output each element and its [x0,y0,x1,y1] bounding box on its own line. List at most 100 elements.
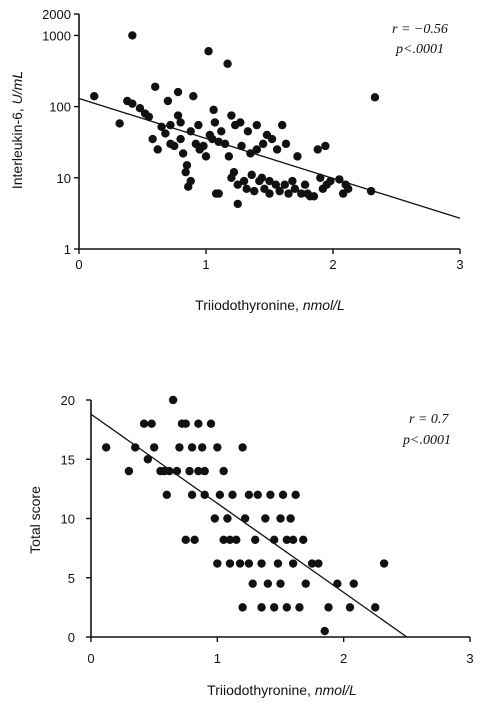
bottom-data-point [345,603,355,612]
top-data-point [189,92,198,101]
bottom-data-point [299,535,308,545]
top-data-point [265,176,274,186]
top-data-point [250,186,259,196]
top-data-point [243,127,253,136]
top-data-point [144,112,154,121]
top-data-point [128,31,137,40]
bottom-data-point [253,490,262,499]
top-data-point [272,145,282,154]
bottom-data-point [240,514,250,523]
top-data-point [161,129,170,138]
top-y-tick-label: 1 [64,242,71,257]
top-data-point [281,139,291,149]
top-p-annotation: p<.0001 [395,42,444,57]
bottom-y-tick-label: 5 [68,571,75,586]
bottom-data-point [288,535,298,545]
bottom-data-point [251,535,260,545]
top-data-point [237,141,246,151]
top-data-point [267,134,277,144]
bottom-data-point [187,490,197,499]
bottom-x-tick-label: 3 [466,651,473,666]
bottom-data-point [314,559,323,568]
bottom-data-point [149,443,159,452]
top-data-point [247,170,256,180]
top-x-tick-label: 1 [202,257,209,272]
bottom-data-point [278,490,288,499]
top-data-point [128,99,137,108]
bottom-data-point [238,443,247,452]
bottom-x-tick-label: 1 [214,651,221,666]
bottom-data-point [190,535,199,545]
top-data-point [204,47,213,56]
top-data-point [252,120,261,130]
top-data-point [233,199,242,209]
top-data-point [229,167,239,177]
bottom-data-point [228,490,237,499]
bottom-data-point [210,514,220,523]
top-data-point [115,119,124,128]
top-data-point [290,184,300,194]
bottom-data-point [288,559,298,568]
bottom-points [101,395,389,636]
bottom-data-point [200,466,209,476]
top-data-point [224,152,234,161]
bottom-y-tick-label: 15 [61,452,75,467]
top-data-point [151,82,160,91]
top-data-point [297,189,306,198]
top-ylabel: Interleukin-6, U/mL [9,71,25,189]
bottom-data-point [213,443,222,452]
bottom-data-point [238,603,247,612]
bottom-data-point [101,443,111,452]
top-data-point [178,149,188,158]
bottom-data-point [244,490,254,499]
top-data-point [278,120,287,130]
bottom-data-point [219,466,228,476]
bottom-data-point [124,466,134,476]
bottom-data-point [307,559,317,568]
top-data-point [173,87,183,97]
bottom-data-point [165,466,174,476]
top-data-point [284,189,293,198]
bottom-data-point [263,579,273,588]
top-data-point [344,184,353,194]
bottom-p-annotation: p<.0001 [402,433,451,448]
bottom-ticks: 0 1 2 3 0 5 10 15 20 [61,393,474,666]
top-data-point [242,184,251,194]
top-data-point [223,59,232,68]
top-data-point [170,141,179,151]
top-data-point [265,189,274,198]
bottom-data-point [261,514,270,523]
top-data-point [257,173,267,183]
bottom-ylabel: Total score [27,486,43,554]
top-data-point [214,189,223,198]
top-data-point [313,145,322,154]
top-data-point [293,152,302,161]
top-data-point [239,176,249,186]
bottom-data-point [194,466,203,476]
bottom-y-tick-label: 0 [68,630,75,645]
bottom-data-point [276,514,285,523]
top-data-point [181,167,190,177]
top-xlabel: Triiodothyronine, nmol/L [195,297,345,313]
bottom-data-point [295,603,304,612]
bottom-data-point [276,579,285,588]
bottom-data-point [219,535,228,545]
bottom-data-point [273,559,283,568]
top-data-point [163,96,173,106]
bottom-data-point [232,535,241,545]
top-data-point [176,118,185,127]
bottom-x-tick-label: 0 [87,651,94,666]
top-data-point [370,93,380,102]
bottom-data-point [194,419,203,428]
top-data-point [217,127,226,136]
top-data-point [209,105,218,115]
bottom-data-point [371,603,380,612]
bottom-data-point [168,395,178,405]
top-data-point [186,176,195,186]
top-x-tick-label: 2 [329,257,336,272]
bottom-r-annotation: r = 0.7 [409,412,449,427]
bottom-data-point [206,419,216,428]
